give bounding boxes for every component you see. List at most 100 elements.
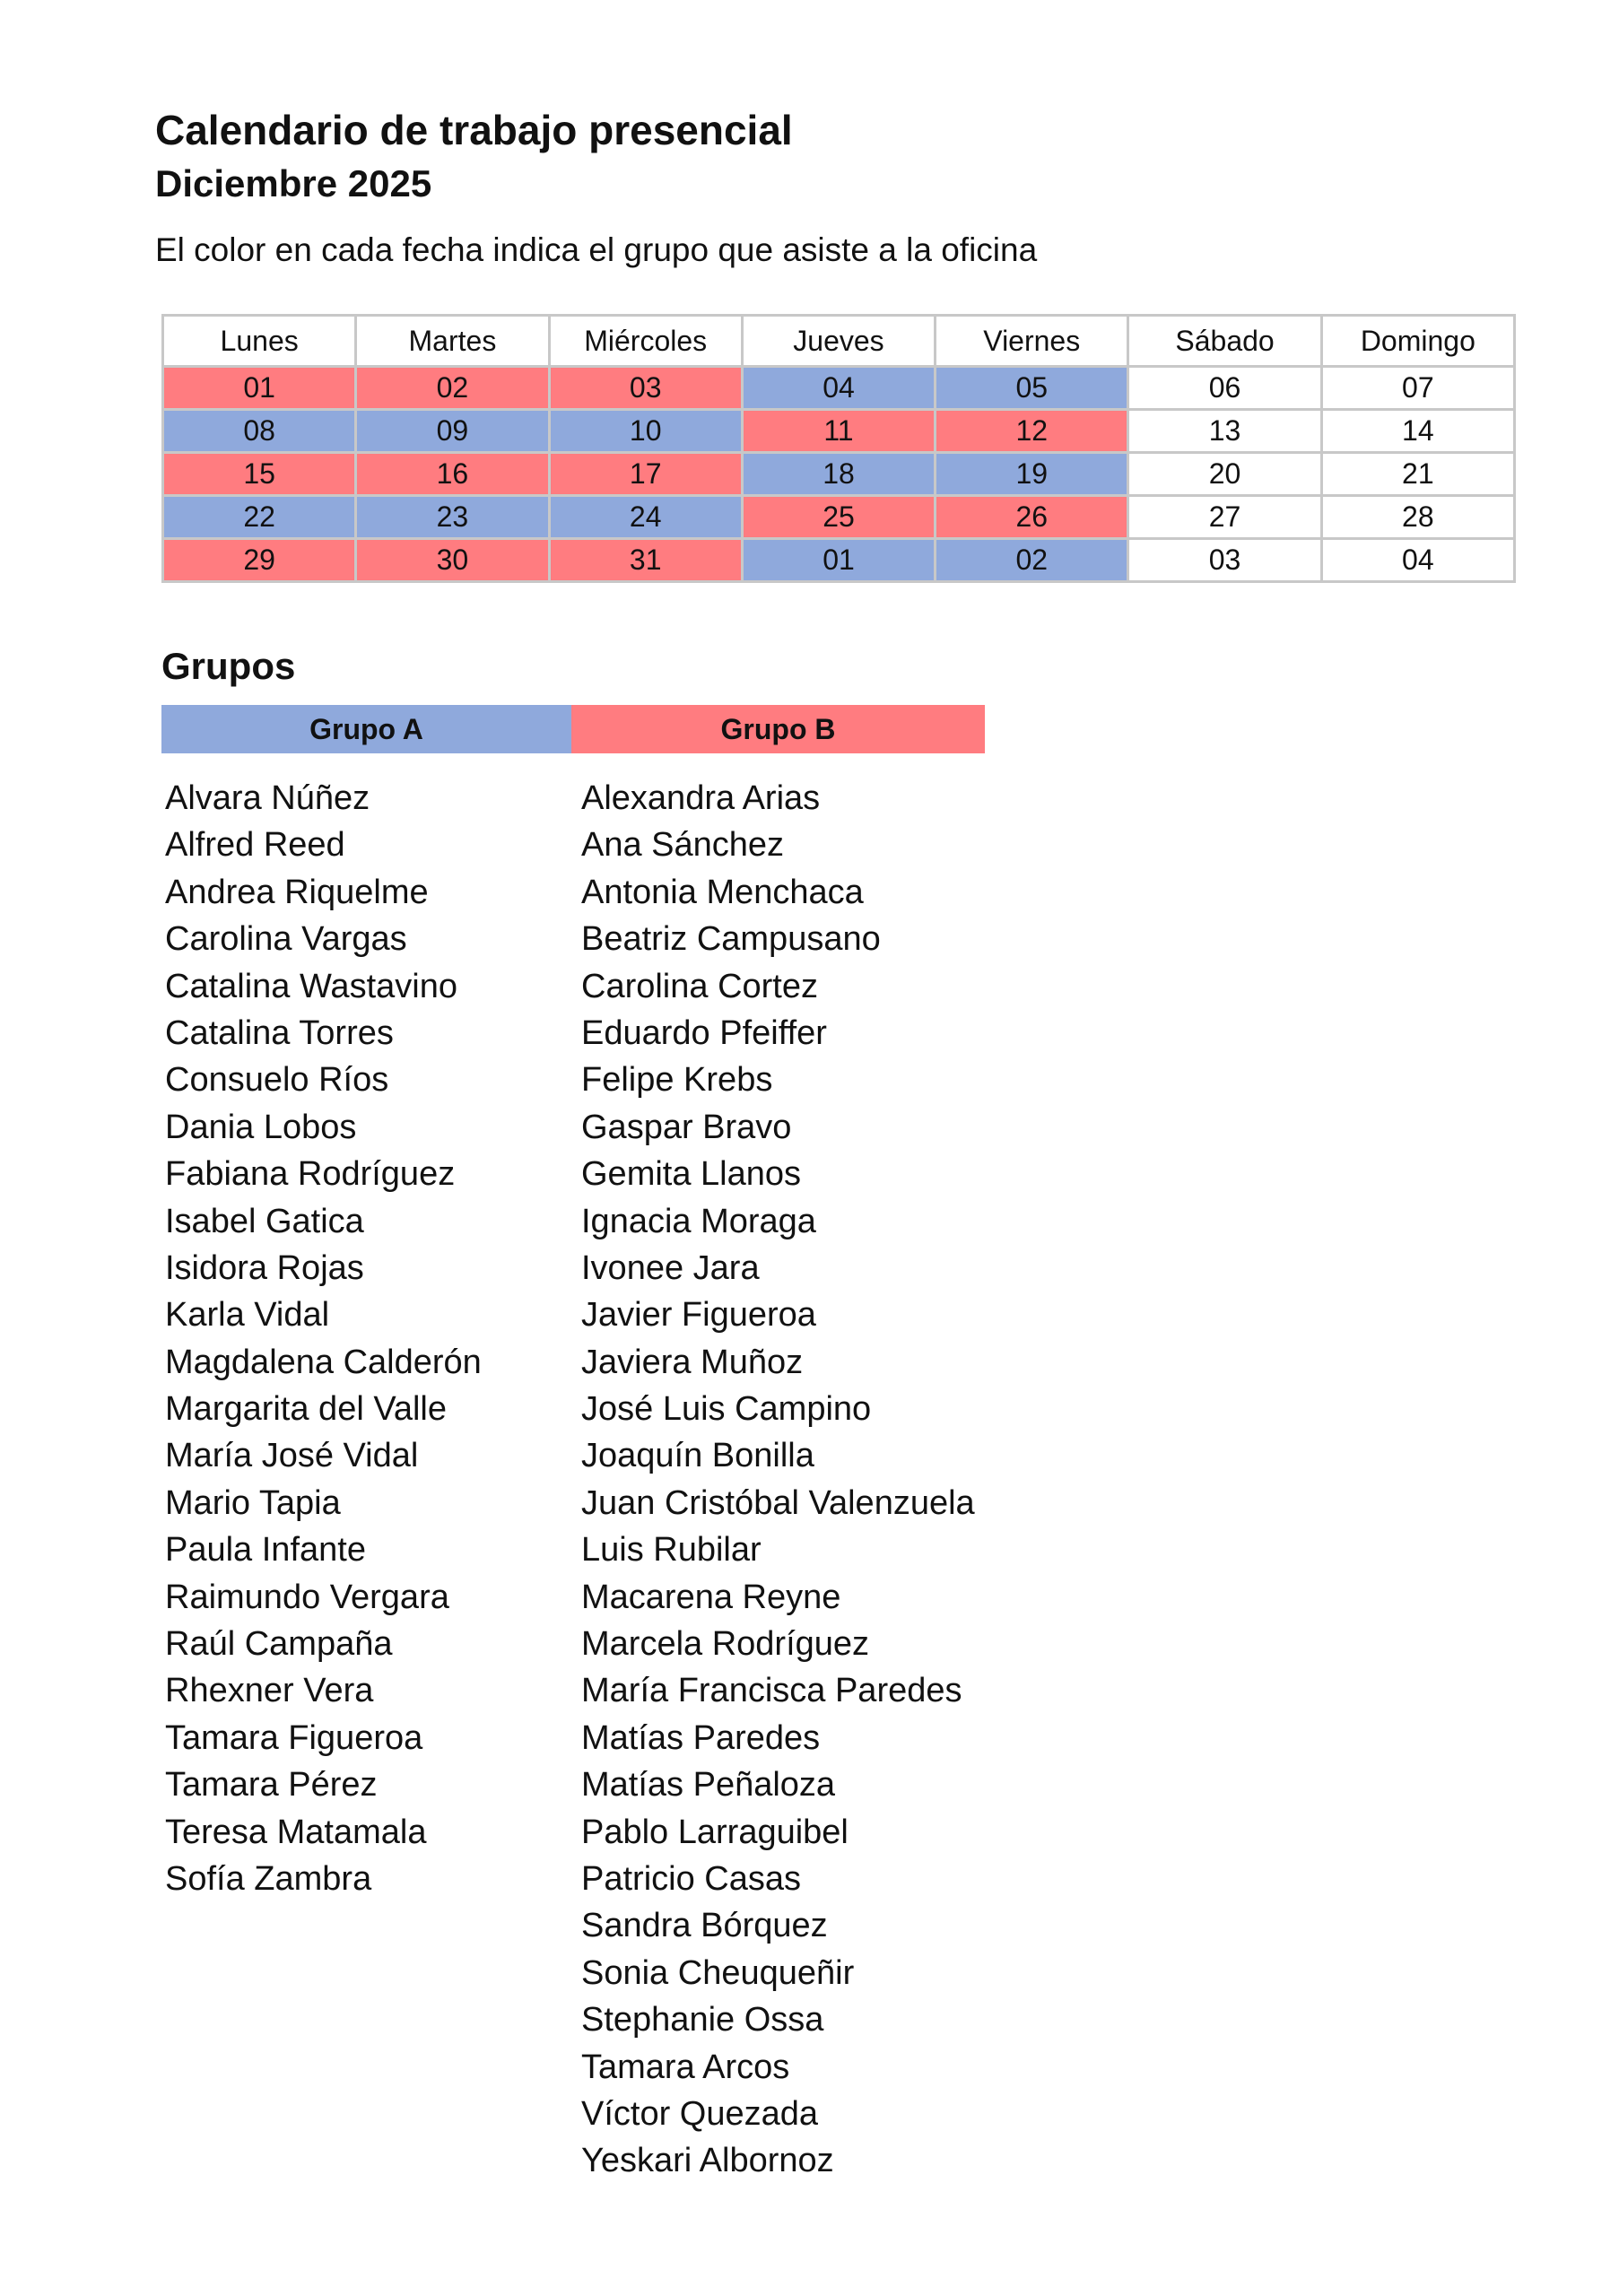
member-name: Catalina Torres	[165, 1013, 394, 1052]
page-title: Calendario de trabajo presencial	[155, 107, 793, 153]
member-name: Carolina Vargas	[165, 920, 407, 959]
day-header: Jueves	[740, 314, 937, 368]
calendar-description: El color en cada fecha indica el grupo q…	[155, 231, 1038, 268]
group-b-list: Alexandra Arias Ana Sánchez Antonia Mencha…	[581, 775, 975, 2185]
member-name: Magdalena Calderón	[165, 1343, 482, 1381]
member-name: Sonia Cheuqueñir	[581, 1953, 855, 1992]
day-header: Lunes	[161, 314, 358, 368]
calendar-day-cell: 06	[1127, 365, 1323, 411]
member-name: Ignacia Moraga	[581, 1202, 816, 1240]
calendar-day-cell: 17	[547, 451, 744, 497]
member-name: Beatriz Campusano	[581, 920, 881, 959]
calendar-day-cell: 02	[354, 365, 551, 411]
calendar-week-row: 08 09 10 11 12 13 14	[161, 408, 1517, 454]
member-name: Carolina Cortez	[581, 967, 818, 1005]
member-name: Fabiana Rodríguez	[165, 1155, 456, 1194]
member-name: Javiera Muñoz	[581, 1343, 804, 1381]
page-subtitle: Diciembre 2025	[155, 162, 432, 204]
calendar-day-cell: 21	[1319, 451, 1517, 497]
calendar-day-cell: 16	[354, 451, 551, 497]
member-name: Juan Cristóbal Valenzuela	[581, 1483, 975, 1522]
member-name: José Luis Campino	[581, 1390, 872, 1429]
calendar-header-row: Lunes Martes Miércoles Jueves Viernes Sábado D…	[161, 314, 1517, 368]
member-name: María José Vidal	[165, 1437, 419, 1475]
calendar-day-cell: 10	[547, 408, 744, 454]
member-name: Margarita del Valle	[165, 1390, 448, 1429]
member-name: Karla Vidal	[165, 1296, 330, 1335]
calendar-day-cell: 29	[161, 537, 358, 583]
member-name: Macarena Reyne	[581, 1578, 841, 1616]
member-name: Pablo Larraguibel	[581, 1813, 849, 1851]
calendar-day-cell: 03	[547, 365, 744, 411]
member-name: Gemita Llanos	[581, 1155, 802, 1194]
calendar-day-cell: 11	[740, 408, 937, 454]
calendar-day-cell: 01	[740, 537, 937, 583]
member-name: Raimundo Vergara	[165, 1578, 449, 1616]
calendar-day-cell: 30	[354, 537, 551, 583]
member-name: Antonia Menchaca	[581, 873, 864, 911]
calendar-day-cell: 22	[161, 494, 358, 540]
member-name: Alvara Núñez	[165, 779, 370, 817]
calendar-day-cell: 04	[740, 365, 937, 411]
member-name: Alexandra Arias	[581, 779, 821, 817]
member-name: Dania Lobos	[165, 1108, 357, 1146]
member-name: Patricio Casas	[581, 1859, 801, 1898]
calendar-day-cell: 07	[1319, 365, 1517, 411]
calendar-day-cell: 12	[934, 408, 1130, 454]
member-name: Gaspar Bravo	[581, 1108, 792, 1146]
day-header: Miércoles	[547, 314, 744, 368]
member-name: Joaquín Bonilla	[581, 1437, 814, 1475]
member-name: Tamara Arcos	[581, 2048, 790, 2086]
group-a-list: Alvara Núñez Alfred Reed Andrea Riquelme Ca…	[165, 775, 482, 1902]
calendar-day-cell: 03	[1127, 537, 1323, 583]
calendar-day-cell: 20	[1127, 451, 1323, 497]
calendar-week-row: 22 23 24 25 26 27 28	[161, 494, 1517, 540]
day-header: Martes	[354, 314, 551, 368]
member-name: Raúl Campaña	[165, 1625, 393, 1664]
member-name: Stephanie Ossa	[581, 2001, 824, 2039]
calendar-day-cell: 19	[934, 451, 1130, 497]
member-name: Víctor Quezada	[581, 2094, 819, 2133]
day-header: Sábado	[1127, 314, 1323, 368]
member-name: Catalina Wastavino	[165, 967, 457, 1005]
calendar-day-cell: 14	[1319, 408, 1517, 454]
calendar-day-cell: 09	[354, 408, 551, 454]
calendar-body: 01 02 03 04 05 06 07 08 09 10 11 12 13 14 15 16 17 18 19 20…	[161, 365, 1517, 583]
calendar-table: Lunes Martes Miércoles Jueves Viernes Sábado D…	[161, 314, 1517, 583]
member-name: Eduardo Pfeiffer	[581, 1013, 827, 1052]
calendar-day-cell: 02	[934, 537, 1130, 583]
member-name: Sofía Zambra	[165, 1859, 372, 1898]
calendar-day-cell: 26	[934, 494, 1130, 540]
member-name: Ivonee Jara	[581, 1248, 760, 1287]
day-header: Viernes	[934, 314, 1130, 368]
member-name: Javier Figueroa	[581, 1296, 816, 1335]
calendar-day-cell: 31	[547, 537, 744, 583]
member-name: Isabel Gatica	[165, 1202, 364, 1240]
member-name: Sandra Bórquez	[581, 1907, 828, 1945]
calendar-day-cell: 15	[161, 451, 358, 497]
groups-title: Grupos	[161, 645, 296, 687]
calendar-week-row: 15 16 17 18 19 20 21	[161, 451, 1517, 497]
calendar-day-cell: 25	[740, 494, 937, 540]
group-b-header: Grupo B	[571, 705, 985, 753]
calendar-day-cell: 28	[1319, 494, 1517, 540]
calendar-day-cell: 18	[740, 451, 937, 497]
calendar-day-cell: 24	[547, 494, 744, 540]
member-name: Felipe Krebs	[581, 1061, 773, 1100]
member-name: Consuelo Ríos	[165, 1061, 389, 1100]
member-name: María Francisca Paredes	[581, 1672, 962, 1710]
calendar-day-cell: 13	[1127, 408, 1323, 454]
member-name: Tamara Pérez	[165, 1766, 378, 1805]
calendar-day-cell: 05	[934, 365, 1130, 411]
member-name: Marcela Rodríguez	[581, 1625, 870, 1664]
member-name: Teresa Matamala	[165, 1813, 427, 1851]
member-name: Isidora Rojas	[165, 1248, 364, 1287]
calendar-day-cell: 04	[1319, 537, 1517, 583]
member-name: Rhexner Vera	[165, 1672, 374, 1710]
member-name: Mario Tapia	[165, 1483, 341, 1522]
member-name: Andrea Riquelme	[165, 873, 429, 911]
member-name: Yeskari Albornoz	[581, 2142, 834, 2180]
member-name: Matías Peñaloza	[581, 1766, 836, 1805]
calendar-day-cell: 23	[354, 494, 551, 540]
member-name: Matías Paredes	[581, 1718, 821, 1757]
